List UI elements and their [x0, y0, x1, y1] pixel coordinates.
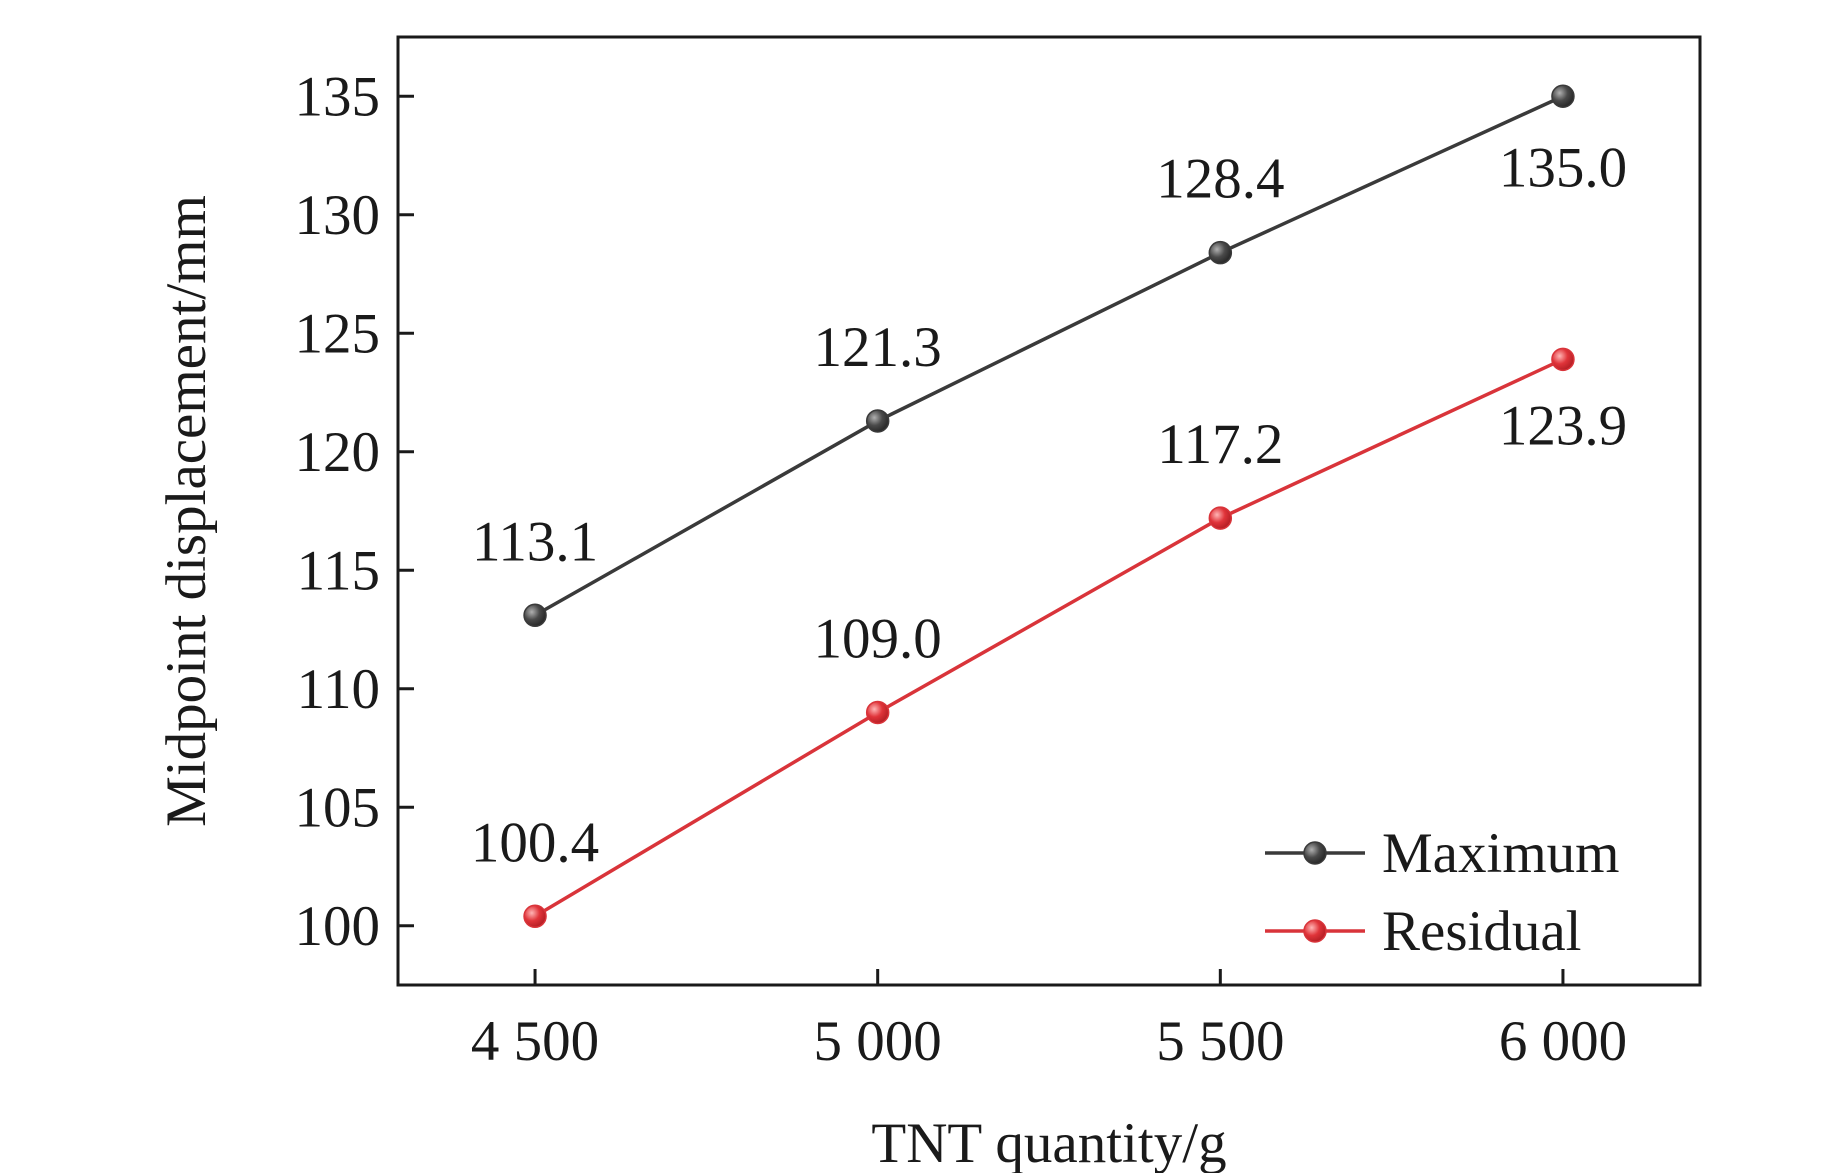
x-tick-label: 5 000	[814, 1010, 942, 1073]
y-axis: 100 105 110 115 120 125 130 135	[295, 65, 414, 958]
data-label-residual: 123.9	[1499, 394, 1627, 457]
y-tick-label: 115	[297, 539, 380, 602]
x-axis-title: TNT quantity/g	[871, 1112, 1226, 1173]
data-label-maximum: 135.0	[1499, 136, 1627, 199]
data-label-residual: 117.2	[1157, 413, 1283, 476]
x-tick-label: 4 500	[471, 1010, 599, 1073]
y-tick-label: 100	[295, 895, 381, 958]
series-line-residual	[534, 357, 1564, 918]
data-point-residual	[1208, 506, 1233, 530]
data-point-residual	[1551, 347, 1575, 372]
plot-frame	[396, 35, 1702, 987]
y-tick-label: 120	[295, 421, 381, 484]
data-label-maximum: 128.4	[1156, 148, 1284, 211]
y-tick-label: 135	[295, 65, 381, 128]
x-tick-label: 6 000	[1499, 1010, 1627, 1073]
data-point-maximum	[865, 409, 890, 433]
data-label-residual: 100.4	[471, 811, 599, 874]
y-tick-label: 130	[295, 184, 381, 247]
data-point-residual	[865, 700, 890, 725]
data-label-residual: 109.0	[814, 607, 942, 670]
data-label-layer: 113.1 121.3 128.4 135.0 100.4 109.0 117.2 123.9	[471, 136, 1627, 874]
series-layer	[523, 84, 1575, 929]
y-tick-label: 105	[295, 776, 381, 839]
y-tick-label: 110	[297, 658, 380, 721]
legend-label-residual: Residual	[1382, 900, 1581, 963]
y-axis-title: Midpoint displacement/mm	[155, 195, 218, 827]
legend-marker-maximum	[1303, 841, 1327, 865]
y-tick-label: 125	[295, 302, 381, 365]
legend-marker-residual	[1303, 919, 1327, 943]
series-line-maximum	[534, 94, 1564, 617]
data-point-maximum	[1551, 84, 1575, 108]
data-point-maximum	[1208, 240, 1233, 265]
x-tick-label: 5 500	[1156, 1010, 1284, 1073]
x-axis: 4 500 5 000 5 500 6 000	[471, 969, 1627, 1073]
data-label-maximum: 121.3	[814, 316, 942, 379]
data-label-maximum: 113.1	[472, 510, 598, 573]
legend: Maximum Residual	[1265, 822, 1620, 963]
legend-label-maximum: Maximum	[1382, 822, 1620, 885]
data-point-residual	[523, 904, 547, 929]
data-point-maximum	[523, 603, 547, 628]
